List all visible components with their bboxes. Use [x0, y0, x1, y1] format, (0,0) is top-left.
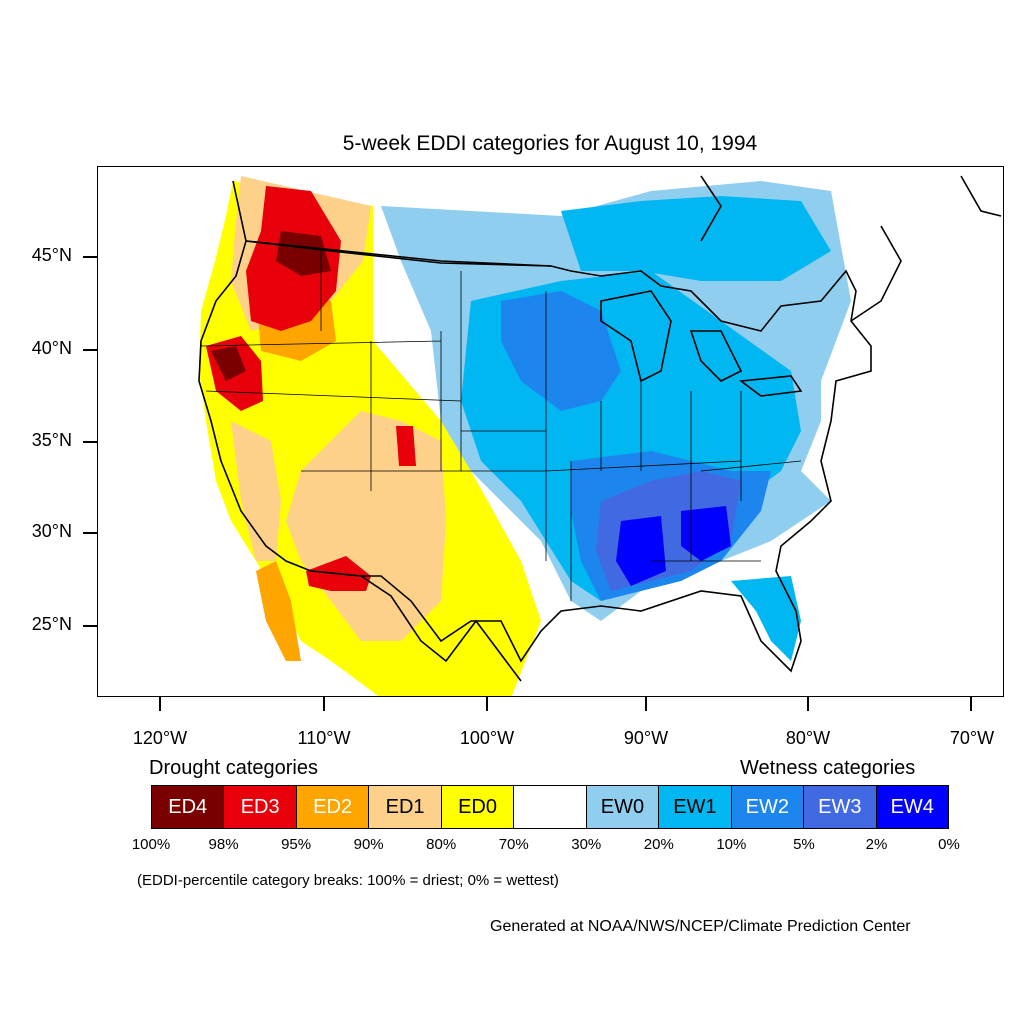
legend-swatch-ew1: EW1 — [659, 786, 732, 828]
canada-border — [245, 240, 552, 267]
break-label: 5% — [793, 836, 815, 853]
break-label: 20% — [643, 836, 674, 853]
legend-swatch-ew2: EW2 — [731, 786, 805, 828]
state-lines — [200, 251, 802, 601]
lat-tick-35 — [83, 441, 97, 443]
lon-label-80: 80°W — [785, 728, 831, 748]
break-label: 90% — [353, 836, 384, 853]
break-label: 80% — [426, 836, 457, 853]
lon-label-100: 100°W — [459, 728, 515, 748]
lat-label-45: 45°N — [31, 245, 72, 265]
lat-label-25: 25°N — [31, 614, 72, 634]
boundary-lines — [198, 175, 1002, 682]
legend-swatch-ed4: ED4 — [152, 786, 225, 828]
lon-tick-70 — [970, 697, 972, 711]
us-outline — [198, 180, 872, 673]
lon-tick-110 — [323, 697, 325, 711]
lat-label-35: 35°N — [31, 430, 72, 450]
lon-label-110: 110°W — [297, 728, 351, 748]
canada-coast — [700, 175, 1002, 322]
ew1-region-florida — [731, 576, 801, 661]
credit-text: Generated at NOAA/NWS/NCEP/Climate Predi… — [490, 918, 911, 935]
ed4-region-idaho — [276, 231, 331, 276]
lat-label-30: 30°N — [31, 521, 72, 541]
ed4-region-oregon — [211, 346, 246, 381]
lat-tick-45 — [83, 256, 97, 258]
ed2-region-2 — [256, 561, 301, 661]
break-label: 10% — [716, 836, 747, 853]
break-label: 98% — [208, 836, 239, 853]
legend-swatch-ed3: ED3 — [224, 786, 297, 828]
drought-heading: Drought categories — [149, 757, 318, 779]
ew1-region-north — [561, 196, 831, 281]
category-note: (EDDI-percentile category breaks: 100% =… — [137, 872, 559, 889]
legend-swatch-ed0: ED0 — [441, 786, 515, 828]
ew4-region-1 — [616, 516, 666, 586]
lon-tick-100 — [486, 697, 488, 711]
lon-tick-80 — [807, 697, 809, 711]
eddi-map — [198, 175, 1002, 696]
mexico-border — [310, 570, 522, 682]
lon-label-70: 70°W — [949, 728, 995, 748]
category-fill-layer — [199, 176, 851, 696]
ed1-region-california — [231, 421, 281, 561]
lon-label-90: 90°W — [623, 728, 669, 748]
map-panel — [97, 166, 1004, 697]
break-label: 0% — [938, 836, 960, 853]
break-label: 100% — [131, 836, 171, 853]
great-lakes — [600, 290, 803, 397]
lon-tick-90 — [645, 697, 647, 711]
lat-tick-40 — [83, 349, 97, 351]
lat-tick-30 — [83, 532, 97, 534]
legend-swatch-ew0: EW0 — [586, 786, 660, 828]
lon-label-120: 120°W — [132, 728, 188, 748]
lat-tick-25 — [83, 625, 97, 627]
break-label: 95% — [281, 836, 312, 853]
legend-swatch-ed1: ED1 — [369, 786, 442, 828]
map-title: 5-week EDDI categories for August 10, 19… — [342, 132, 758, 155]
legend-swatch-ew3: EW3 — [804, 786, 877, 828]
wetness-heading: Wetness categories — [740, 757, 916, 779]
state-line — [200, 251, 802, 601]
break-label: 70% — [498, 836, 529, 853]
lon-tick-120 — [159, 697, 161, 711]
legend-swatch-ew4: EW4 — [876, 786, 948, 828]
legend-swatch-ed2: ED2 — [296, 786, 370, 828]
ed3-region-colorado — [396, 426, 416, 466]
lat-label-40: 40°N — [31, 338, 72, 358]
break-label: 30% — [571, 836, 602, 853]
break-label: 2% — [865, 836, 888, 853]
legend-swatch-neutral — [514, 786, 587, 828]
ew2-region-midwest — [501, 291, 621, 411]
ew4-region-2 — [681, 506, 731, 561]
category-legend-bar: ED4 ED3 ED2 ED1 ED0 EW0 EW1 EW2 EW3 EW4 — [151, 785, 949, 829]
